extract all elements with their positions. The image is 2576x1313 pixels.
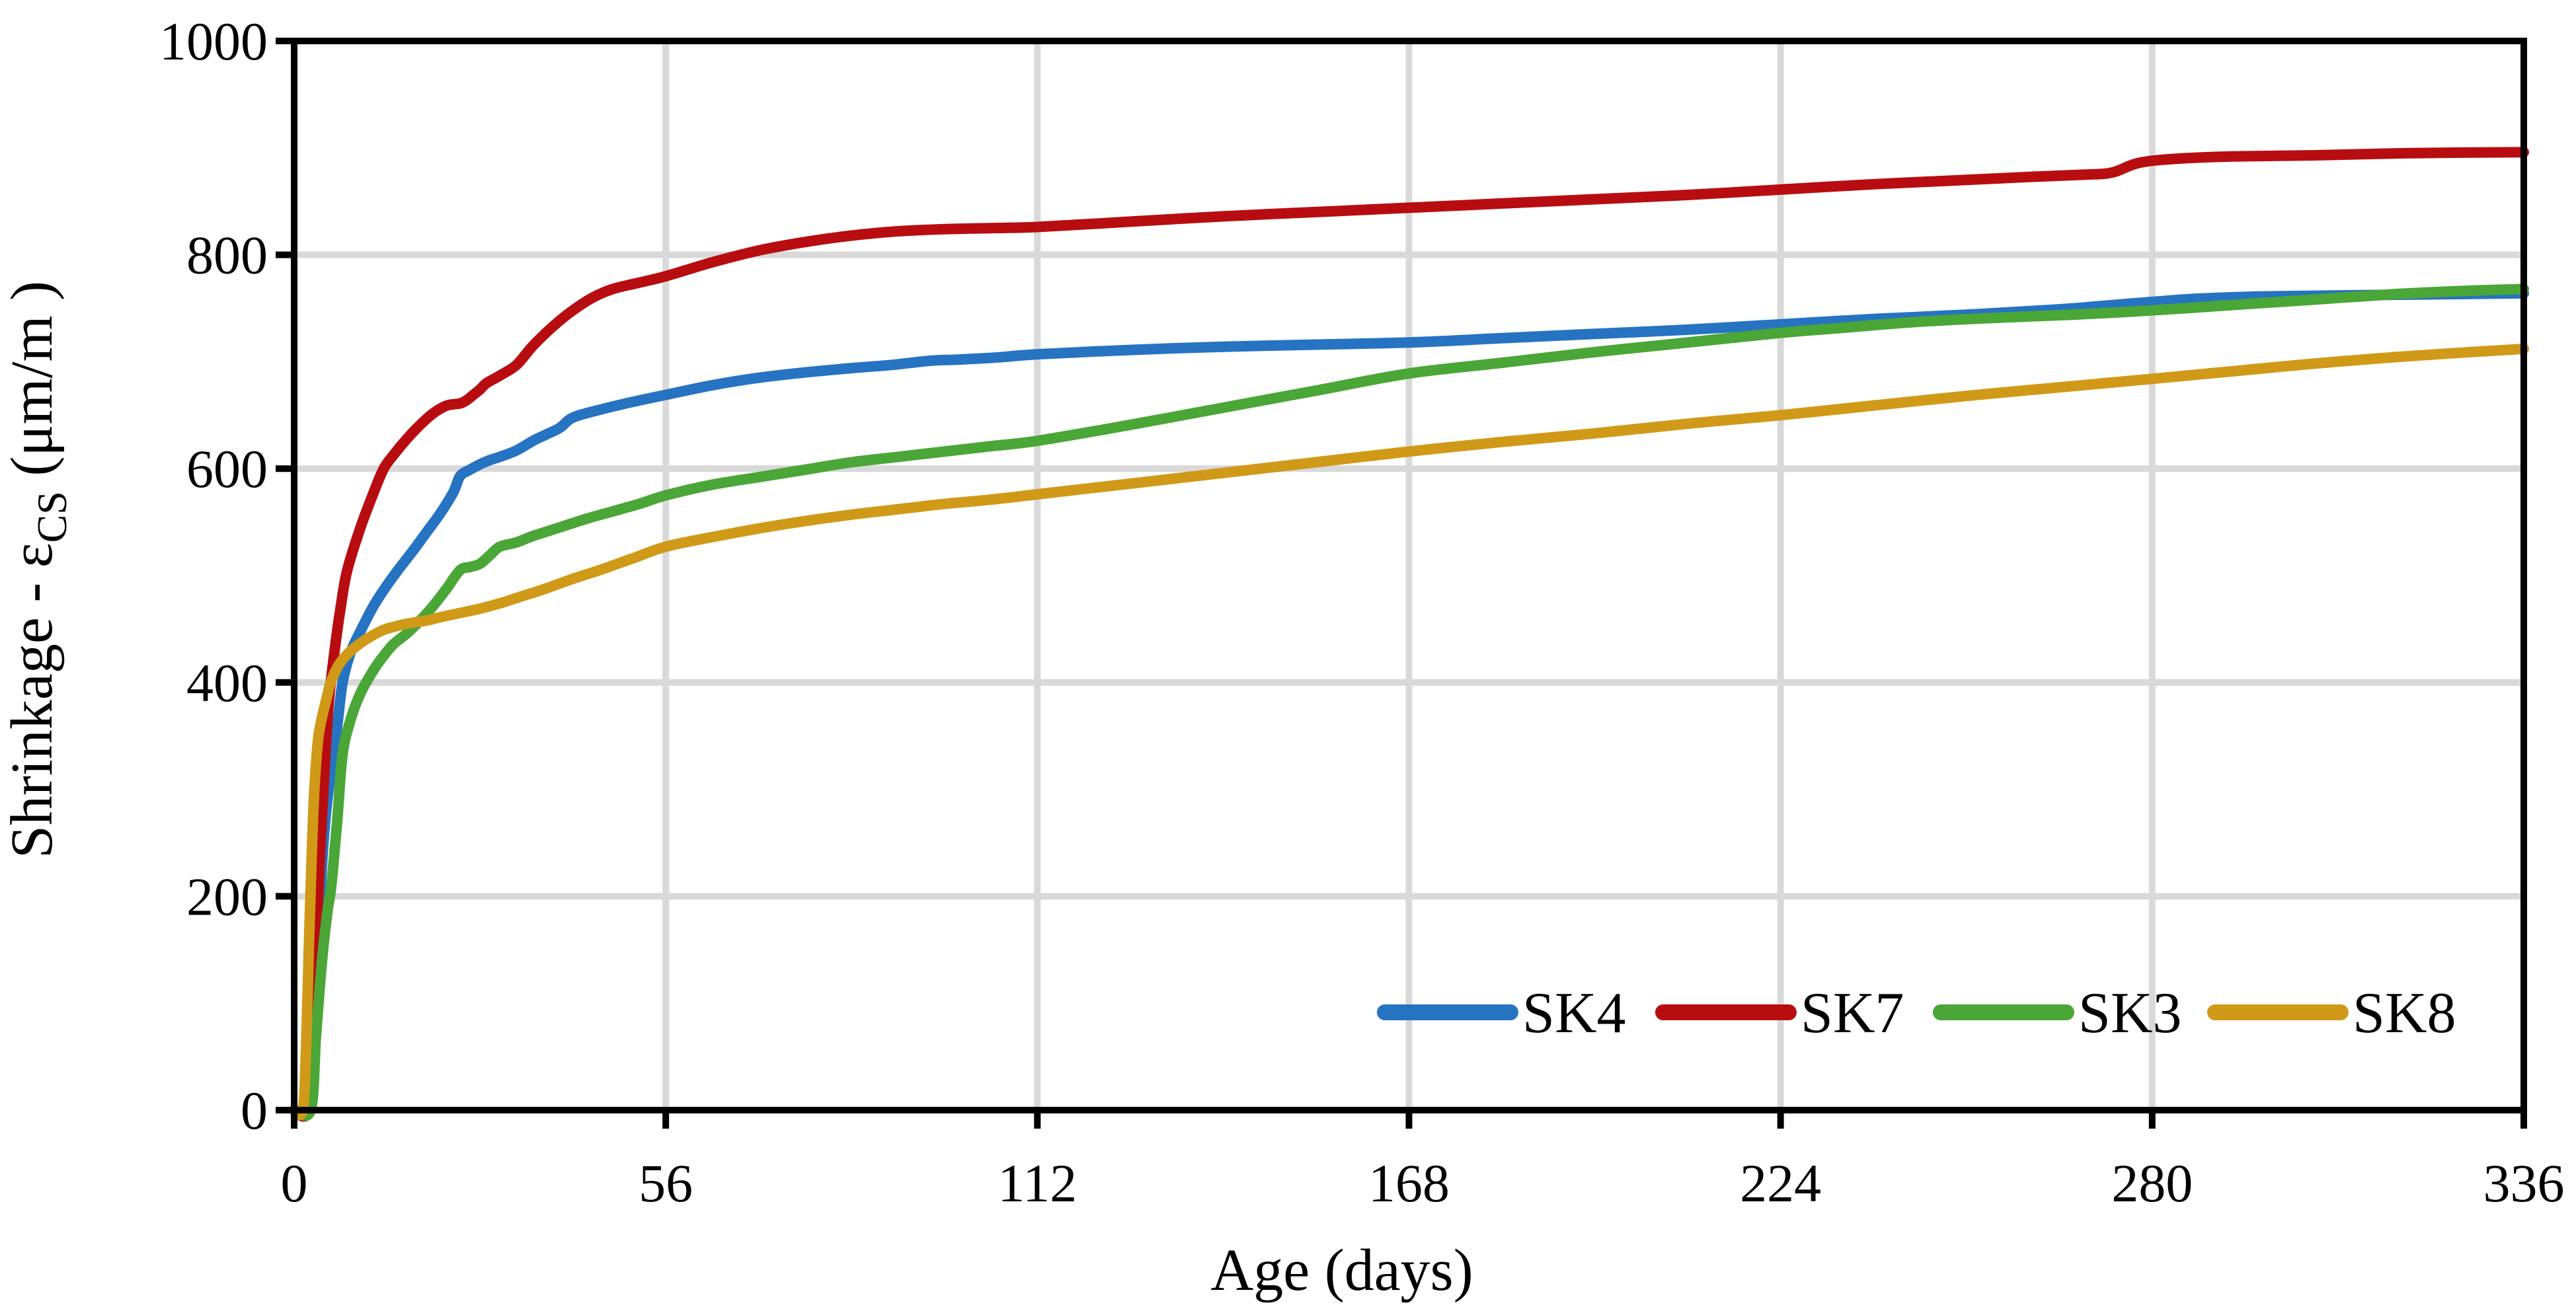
series-layer	[289, 147, 2529, 1122]
x-tick-label: 168	[1368, 1153, 1450, 1213]
legend-label-sk4: SK4	[1522, 981, 1626, 1045]
legend-label-sk7: SK7	[1801, 981, 1904, 1045]
frame-layer	[276, 38, 2527, 1129]
x-axis-title: Age (days)	[1210, 1238, 1473, 1303]
x-tick-label: 0	[281, 1153, 308, 1213]
x-tick-label: 112	[997, 1153, 1077, 1213]
legend: SK4 SK7 SK3 SK8	[1377, 981, 2456, 1045]
y-axis-title-unit: (μm/m )	[0, 281, 65, 491]
y-tick-label: 1000	[159, 11, 268, 71]
x-tick-label: 56	[639, 1153, 693, 1213]
series-line-sk3	[289, 283, 2529, 1121]
y-tick-label: 800	[186, 225, 268, 285]
label-layer: 0 56 112 168 224 280 336 0 200 400 600 800 1000	[159, 11, 2565, 1213]
y-tick-label: 600	[186, 439, 268, 499]
series-line-sk8	[289, 344, 2529, 1121]
y-tick-label: 400	[186, 653, 268, 713]
legend-label-sk3: SK3	[2078, 981, 2182, 1045]
y-tick-label: 200	[186, 866, 268, 926]
x-tick-label: 224	[1740, 1153, 1821, 1213]
y-axis-title-subscript: CS	[28, 491, 75, 543]
y-axis-title: Shrinkage - εCS (μm/m )	[0, 281, 75, 858]
x-tick-label: 336	[2483, 1153, 2565, 1213]
y-tick-label: 0	[241, 1080, 268, 1141]
grid-layer	[294, 41, 2524, 1110]
x-tick-label: 280	[2111, 1153, 2193, 1213]
y-axis-title-main: Shrinkage - ε	[0, 543, 65, 858]
legend-label-sk8: SK8	[2353, 981, 2456, 1045]
series-line-sk7	[289, 147, 2529, 1122]
